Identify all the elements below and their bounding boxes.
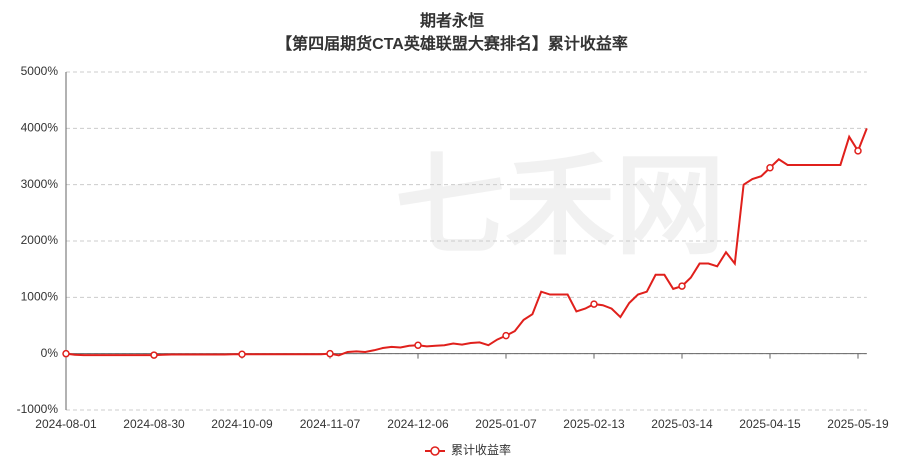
x-tick-label: 2025-05-19 <box>827 417 889 431</box>
legend-marker <box>430 446 440 456</box>
chart-subtitle: 【第四届期货CTA英雄联盟大赛排名】累计收益率 <box>276 34 628 53</box>
x-tick-label: 2024-12-06 <box>387 417 449 431</box>
x-tick-label: 2024-08-01 <box>35 417 97 431</box>
watermark: 七禾网 <box>395 145 725 268</box>
x-tick-label: 2024-10-09 <box>211 417 273 431</box>
data-point <box>414 341 422 349</box>
y-tick-label: -1000% <box>17 402 59 416</box>
y-tick-label: 5000% <box>21 64 59 78</box>
y-tick-label: 3000% <box>21 177 59 191</box>
data-point <box>678 282 686 290</box>
y-tick-label: 1000% <box>21 290 59 304</box>
chart-title: 期者永恒 <box>420 11 484 30</box>
y-tick-label: 2000% <box>21 233 59 247</box>
x-tick-label: 2024-11-07 <box>300 417 361 431</box>
data-point <box>150 351 158 359</box>
data-point <box>238 350 246 358</box>
x-tick-label: 2025-03-14 <box>651 417 713 431</box>
y-tick-label: 0% <box>41 346 59 360</box>
x-tick-label: 2025-01-07 <box>475 417 537 431</box>
data-point <box>590 300 598 308</box>
data-line <box>65 127 868 357</box>
data-point <box>766 164 774 172</box>
legend-label: 累计收益率 <box>451 442 511 457</box>
data-point <box>326 349 334 358</box>
x-tick-label: 2025-02-13 <box>563 417 625 431</box>
x-tick-label: 2025-04-15 <box>739 417 801 431</box>
data-point <box>854 147 862 155</box>
x-tick-label: 2024-08-30 <box>123 417 185 431</box>
data-point <box>502 331 510 340</box>
y-tick-label: 4000% <box>21 121 59 135</box>
data-point <box>62 349 70 358</box>
